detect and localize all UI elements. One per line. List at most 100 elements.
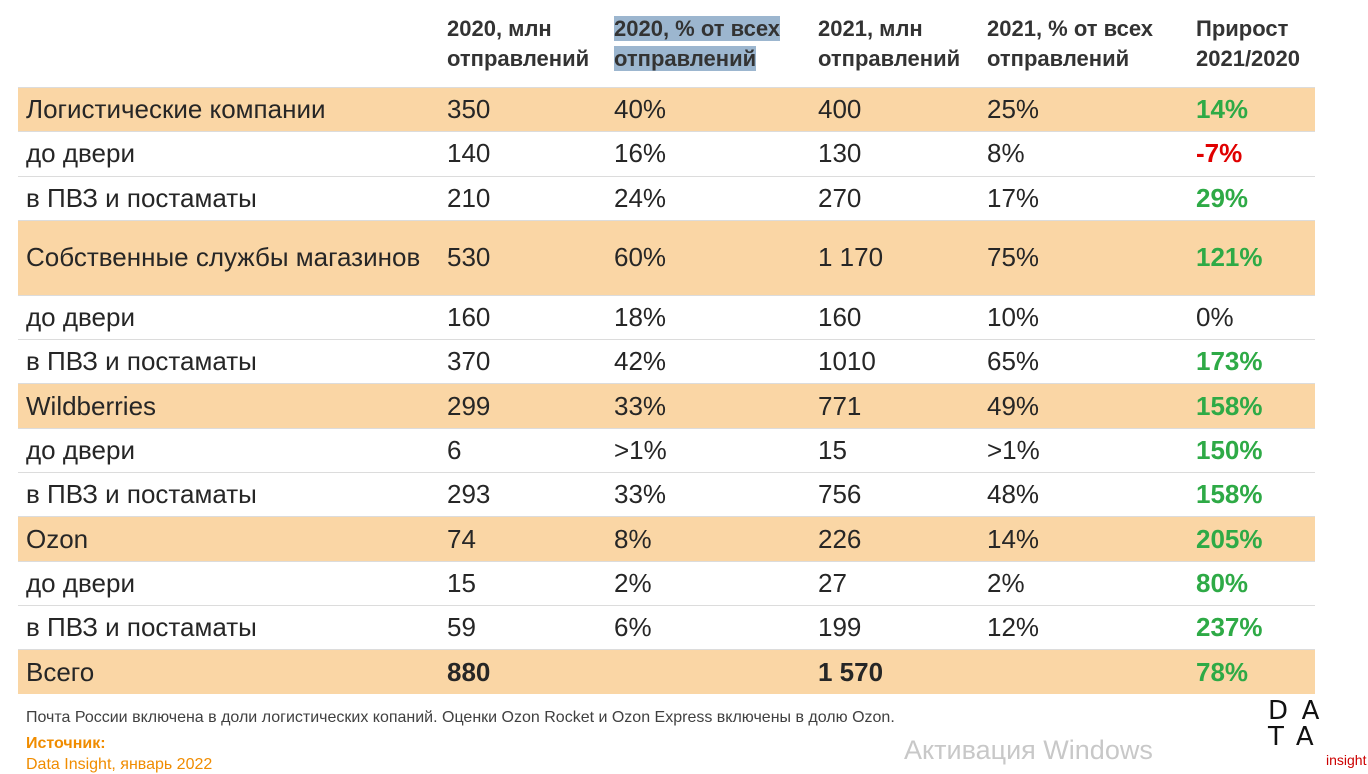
growth-cell: 158% [1188, 383, 1315, 429]
footnote: Почта России включена в доли логистическ… [26, 709, 895, 726]
volume-2020-cell: 299 [439, 383, 606, 429]
volume-2020-cell: 210 [439, 175, 606, 221]
volume-2021-cell: 771 [810, 383, 979, 429]
volume-2021-cell: 400 [810, 86, 979, 132]
volume-2020-cell: 370 [439, 339, 606, 384]
header-growth: Прирост 2021/2020 [1188, 0, 1315, 88]
share-2020-cell: >1% [606, 427, 810, 473]
growth-cell: 29% [1188, 175, 1315, 221]
growth-cell: 150% [1188, 427, 1315, 473]
table-row: в ПВЗ и постаматы 59 6% 199 12% 237% [18, 604, 1315, 650]
growth-cell: 173% [1188, 339, 1315, 384]
volume-2021-cell: 160 [810, 294, 979, 340]
volume-2020-cell: 15 [439, 560, 606, 606]
share-2021-cell: >1% [979, 427, 1188, 473]
share-2020-cell: 2% [606, 560, 810, 606]
volume-2020-cell: 140 [439, 131, 606, 177]
growth-cell: 78% [1188, 649, 1315, 695]
share-2021-cell: 48% [979, 472, 1188, 517]
share-2021-cell: 17% [979, 175, 1188, 221]
growth-cell: 158% [1188, 472, 1315, 517]
table-row: до двери 6 >1% 15 >1% 150% [18, 427, 1315, 473]
row-label-cell: до двери [18, 427, 439, 473]
share-2021-cell: 49% [979, 383, 1188, 429]
row-label-cell: до двери [18, 131, 439, 177]
source-label: Источник: [26, 735, 106, 752]
data-table-container: 2020, млн отправлений 2020, % от всех отпр… [18, 0, 1315, 695]
header-2021-volume: 2021, млн отправлений [810, 0, 979, 88]
share-2021-cell: 12% [979, 604, 1188, 650]
share-2021-cell: 14% [979, 516, 1188, 562]
row-label-cell: в ПВЗ и постаматы [18, 175, 439, 221]
share-2021-cell: 10% [979, 294, 1188, 340]
windows-activation-watermark: Активация Windows [904, 735, 1153, 765]
table-body: Логистические компании 350 40% 400 25% 14% до … [18, 86, 1315, 695]
growth-cell: 237% [1188, 604, 1315, 650]
share-2020-cell: 33% [606, 383, 810, 429]
table-header-row: 2020, млн отправлений 2020, % от всех отпр… [18, 0, 1315, 88]
table-row: до двери 140 16% 130 8% -7% [18, 131, 1315, 177]
volume-2021-cell: 1010 [810, 339, 979, 384]
growth-cell: 121% [1188, 219, 1315, 296]
share-2021-cell: 2% [979, 560, 1188, 606]
volume-2021-cell: 756 [810, 472, 979, 517]
volume-2020-cell: 74 [439, 516, 606, 562]
share-2020-cell: 42% [606, 339, 810, 384]
row-label-cell: в ПВЗ и постаматы [18, 472, 439, 517]
header-category [18, 0, 439, 88]
row-label-cell: в ПВЗ и постаматы [18, 339, 439, 384]
volume-2020-cell: 350 [439, 86, 606, 132]
share-2020-cell [606, 649, 810, 695]
row-label-cell: Собственные службы магазинов [18, 219, 439, 296]
logo-line-2: TA [1268, 722, 1328, 752]
share-2020-cell: 18% [606, 294, 810, 340]
row-label-cell: до двери [18, 294, 439, 340]
growth-cell: 0% [1188, 294, 1315, 340]
row-label-cell: в ПВЗ и постаматы [18, 604, 439, 650]
shipments-table: 2020, млн отправлений 2020, % от всех отпр… [18, 0, 1315, 695]
table-row: Ozon 74 8% 226 14% 205% [18, 516, 1315, 562]
row-label-cell: до двери [18, 560, 439, 606]
row-label-cell: Всего [18, 649, 439, 695]
share-2020-cell: 8% [606, 516, 810, 562]
volume-2020-cell: 160 [439, 294, 606, 340]
table-row: Логистические компании 350 40% 400 25% 14% [18, 86, 1315, 132]
volume-2021-cell: 270 [810, 175, 979, 221]
volume-2021-cell: 1 170 [810, 219, 979, 296]
row-label-cell: Wildberries [18, 383, 439, 429]
header-2020-volume: 2020, млн отправлений [439, 0, 606, 88]
share-2020-cell: 16% [606, 131, 810, 177]
share-2021-cell: 65% [979, 339, 1188, 384]
share-2020-cell: 33% [606, 472, 810, 517]
volume-2020-cell: 293 [439, 472, 606, 517]
share-2020-cell: 24% [606, 175, 810, 221]
table-row: в ПВЗ и постаматы 210 24% 270 17% 29% [18, 175, 1315, 221]
logo-insight: insight [1326, 752, 1367, 768]
growth-cell: 80% [1188, 560, 1315, 606]
share-2021-cell [979, 649, 1188, 695]
volume-2020-cell: 880 [439, 649, 606, 695]
row-label-cell: Логистические компании [18, 86, 439, 132]
growth-cell: 205% [1188, 516, 1315, 562]
share-2021-cell: 25% [979, 86, 1188, 132]
share-2021-cell: 8% [979, 131, 1188, 177]
logo-line-1: DA [1268, 696, 1334, 726]
table-row: в ПВЗ и постаматы 370 42% 1010 65% 173% [18, 339, 1315, 384]
header-2020-share: 2020, % от всех отправлений [606, 0, 810, 88]
table-row: до двери 160 18% 160 10% 0% [18, 294, 1315, 340]
source-value: Data Insight, январь 2022 [26, 756, 213, 773]
growth-cell: 14% [1188, 86, 1315, 132]
volume-2020-cell: 530 [439, 219, 606, 296]
table-row: Собственные службы магазинов 530 60% 1 170 7… [18, 219, 1315, 296]
share-2020-cell: 6% [606, 604, 810, 650]
share-2020-cell: 40% [606, 86, 810, 132]
volume-2020-cell: 59 [439, 604, 606, 650]
table-row: до двери 15 2% 27 2% 80% [18, 560, 1315, 606]
table-row: Wildberries 299 33% 771 49% 158% [18, 383, 1315, 429]
header-2021-share: 2021, % от всех отправлений [979, 0, 1188, 88]
growth-cell: -7% [1188, 131, 1315, 177]
share-2020-cell: 60% [606, 219, 810, 296]
volume-2021-cell: 27 [810, 560, 979, 606]
volume-2020-cell: 6 [439, 427, 606, 473]
volume-2021-cell: 226 [810, 516, 979, 562]
